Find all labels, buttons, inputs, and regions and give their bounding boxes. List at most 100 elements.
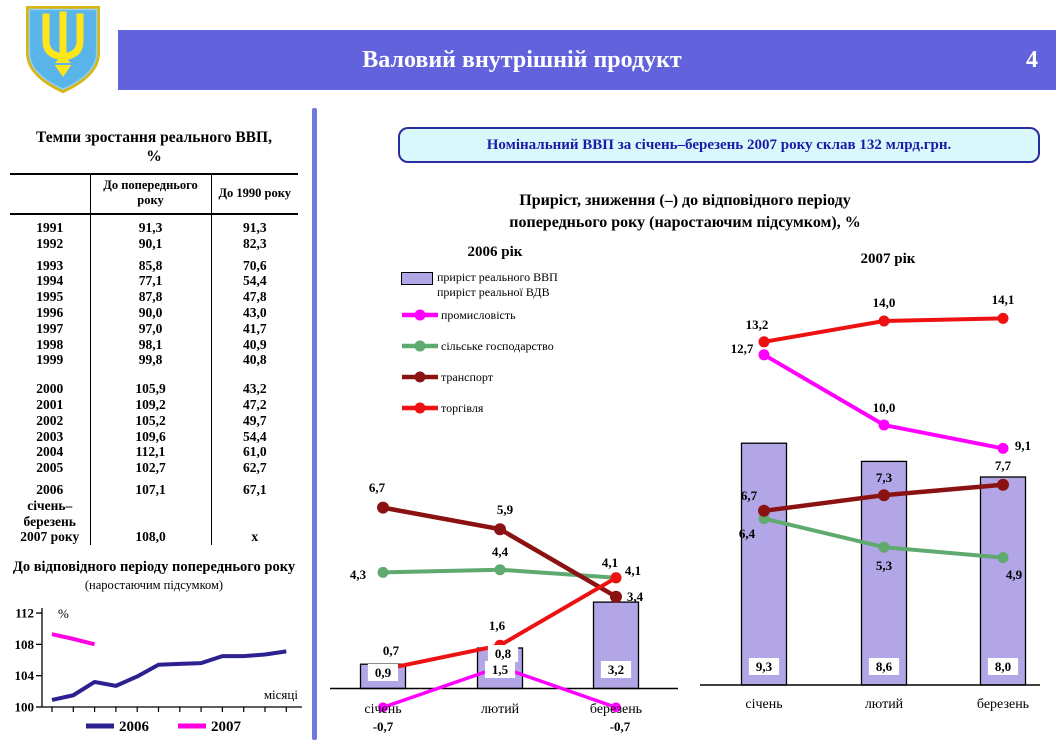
svg-text:2006: 2006 [119, 719, 150, 735]
base-1990-cell: 61,0 [210, 444, 298, 461]
page-number: 4 [1026, 47, 1038, 73]
base-1990-cell: 47,8 [210, 289, 298, 305]
legend-line-marker-icon [402, 371, 438, 383]
table-row: 1996 90,0 43,0 [10, 304, 298, 321]
prev-year-column-header: До попереднього року [89, 174, 211, 215]
svg-text:4,1: 4,1 [625, 563, 641, 578]
legend-item-label: сільське господарство [441, 338, 554, 353]
table-row: 2005 102,7 62,7 [10, 460, 298, 476]
table-row: 1992 90,1 82,3 [10, 235, 298, 252]
mini-line-chart: 100 104 108 112 % місяці 2006 2007 [15, 606, 302, 735]
table-row: 1995 87,8 47,8 [10, 289, 298, 305]
prev-year-cell: 90,0 [89, 304, 211, 321]
svg-text:січень: січень [745, 697, 782, 712]
table-title: Темпи зростання реального ВВП, % [36, 129, 272, 165]
prev-year-cell: 87,8 [89, 289, 211, 305]
svg-text:4,4: 4,4 [492, 544, 509, 559]
prev-year-cell: 102,7 [89, 460, 211, 476]
table-row: 1999 99,8 40,8 [10, 352, 298, 369]
legend-item: сільське господарство [401, 339, 611, 353]
series-line [377, 501, 622, 603]
svg-text:5,3: 5,3 [876, 558, 893, 573]
gdp-growth-table-section: Темпи зростання реального ВВП, % До попе… [10, 128, 298, 546]
svg-text:6,4: 6,4 [739, 526, 756, 541]
table-header-row: До попереднього року До 1990 року [10, 174, 298, 215]
svg-text:4,3: 4,3 [350, 567, 367, 582]
year-cell: 2002 [36, 412, 64, 428]
data-labels: 0,9 1,5 3,2 -0,7 0,8 -0,7 4,3 4,4 4,1 6,7 5,9 3,4 0,… [350, 480, 644, 734]
legend-item-label: промисловість [441, 307, 516, 322]
base-1990-cell: 91,3 [210, 214, 298, 236]
prev-year-cell: 112,1 [89, 444, 211, 461]
base-1990-cell: 40,8 [210, 352, 298, 369]
base-1990-cell: 82,3 [210, 235, 298, 252]
legend-line-marker-icon [402, 309, 438, 321]
table-row: 1991 91,3 91,3 [10, 214, 298, 236]
year-cell: 1999 [36, 352, 64, 368]
base-1990-cell: 67,1 [210, 475, 298, 498]
year-cell: 2004 [36, 444, 64, 460]
prev-year-cell: 105,9 [89, 368, 211, 397]
data-labels: 9,3 8,6 8,0 12,7 10,0 9,1 6,4 5,3 4,9 6,7 7,3 7,7 13… [731, 292, 1031, 675]
legend-item-label: транспорт [441, 369, 493, 384]
year-cell: 2000 [36, 381, 64, 397]
svg-text:березень: березень [590, 702, 642, 717]
prev-year-cell: 97,0 [89, 320, 211, 337]
svg-text:0,9: 0,9 [375, 665, 392, 680]
table-row: 1994 77,1 54,4 [10, 273, 298, 290]
series-line [758, 478, 1009, 517]
svg-text:%: % [58, 606, 69, 621]
svg-text:100: 100 [15, 700, 35, 715]
base-1990-cell: 43,2 [210, 368, 298, 397]
prev-year-cell: 91,3 [89, 214, 211, 236]
table-row: 2004 112,1 61,0 [10, 444, 298, 461]
year-cell: 2006 [36, 481, 64, 497]
svg-text:лютий: лютий [481, 702, 520, 717]
mini-chart-subtitle: (наростаючим підсумком) [84, 578, 224, 592]
year-cell: 1991 [36, 220, 64, 235]
bar-line-chart-2006: 0,9 1,5 3,2 -0,7 0,8 -0,7 4,3 4,4 4,1 6,7 5,9 3,4 0,… [330, 480, 678, 734]
svg-text:січень: січень [364, 702, 401, 717]
svg-text:місяці: місяці [264, 687, 299, 702]
svg-text:14,1: 14,1 [992, 292, 1015, 307]
year-cell: 1995 [36, 289, 64, 305]
legend-bar-label-1: приріст реального ВВП [437, 270, 558, 284]
panel-divider [312, 108, 317, 740]
main-chart-title-line2: попереднього року (наростаючим підсумком… [509, 214, 861, 231]
year-cell: 1994 [36, 273, 64, 289]
base-1990-cell: 43,0 [210, 304, 298, 321]
prev-year-cell: 77,1 [89, 273, 211, 290]
year-column-header [10, 174, 90, 215]
svg-text:5,9: 5,9 [497, 502, 514, 517]
prev-year-cell [89, 497, 211, 530]
legend-item: транспорт [401, 370, 611, 384]
series-line [758, 349, 1009, 454]
svg-text:4,1: 4,1 [602, 555, 618, 570]
base-1990-cell: 54,4 [210, 428, 298, 445]
table-row: 2001 109,2 47,2 [10, 396, 298, 413]
svg-text:-0,7: -0,7 [373, 719, 394, 734]
svg-text:7,7: 7,7 [995, 458, 1012, 473]
svg-text:1,5: 1,5 [492, 662, 509, 677]
chart-2007-title: 2007 рік [860, 251, 916, 267]
svg-text:7,3: 7,3 [876, 470, 893, 485]
svg-text:9,3: 9,3 [756, 659, 773, 674]
svg-text:14,0: 14,0 [873, 295, 896, 310]
mini-chart-title: До відповідного періоду попереднього рок… [12, 559, 296, 575]
year-cell: 2001 [36, 396, 64, 412]
table-row: 1997 97,0 41,7 [10, 320, 298, 337]
base-1990-cell: 70,6 [210, 251, 298, 274]
bar-line-chart-2007: 9,3 8,6 8,0 12,7 10,0 9,1 6,4 5,3 4,9 6,7 7,3 7,7 13… [700, 292, 1040, 712]
info-box-text: Номінальний ВВП за січень–березень 2007 … [486, 136, 952, 153]
base-1990-cell: 49,7 [210, 412, 298, 429]
legend-bar-entry: приріст реального ВВП приріст реальної В… [401, 270, 611, 300]
table-row: 1998 98,1 40,9 [10, 336, 298, 353]
chart-legend: приріст реального ВВП приріст реальної В… [401, 270, 611, 415]
table-row: 2007 року 108,0 x [10, 529, 298, 546]
legend-bar-label-2: приріст реальної ВДВ [437, 285, 550, 299]
year-cell: 2005 [36, 460, 64, 476]
legend-bar-labels: приріст реального ВВП приріст реальної В… [437, 270, 558, 300]
year-cell: 1998 [36, 336, 64, 352]
svg-text:0,7: 0,7 [383, 643, 400, 658]
